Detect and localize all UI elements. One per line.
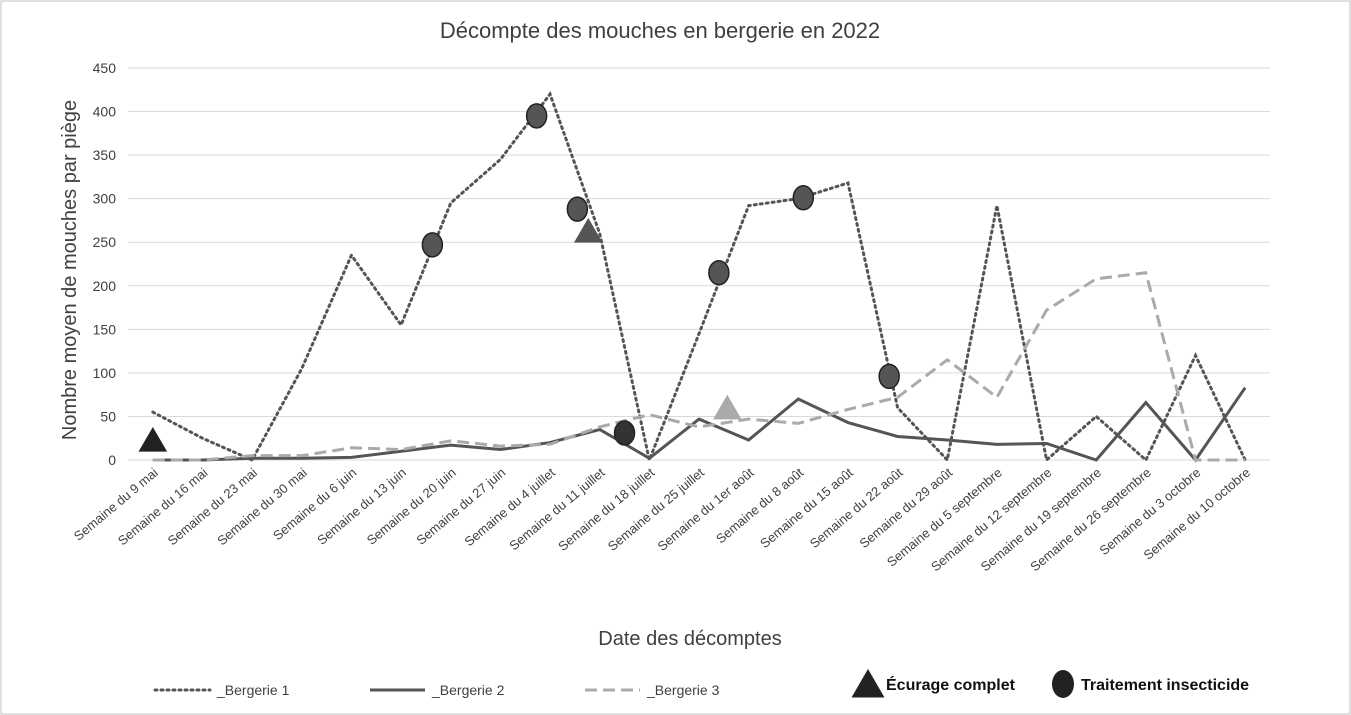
circle-marker (613, 420, 636, 446)
series-line (151, 91, 1247, 466)
y-tick-label: 250 (93, 234, 117, 250)
chart-title: Décompte des mouches en bergerie en 2022 (440, 18, 880, 43)
circle-marker (708, 259, 730, 286)
circle-marker (566, 196, 589, 222)
y-tick-label: 400 (93, 104, 117, 120)
circle-marker (525, 103, 548, 129)
triangle-marker (573, 217, 603, 243)
triangle-marker (713, 394, 742, 420)
triangle-marker (138, 426, 168, 452)
legend-label: _Bergerie 2 (431, 682, 505, 698)
y-tick-label: 50 (100, 408, 116, 424)
y-tick-label: 450 (93, 60, 117, 76)
y-axis-label: Nombre moyen de mouches par piège (59, 100, 81, 440)
legend-label: _Bergerie 1 (216, 682, 290, 698)
series-line (152, 271, 1246, 462)
x-axis-label: Date des décomptes (598, 628, 781, 650)
circle-marker (421, 232, 444, 258)
y-tick-label: 300 (93, 191, 117, 207)
legend-circle (1052, 670, 1074, 698)
series-line (152, 386, 1247, 463)
circle-marker (792, 185, 815, 211)
y-tick-label: 200 (93, 278, 117, 294)
circle-marker (878, 363, 900, 390)
y-tick-label: 150 (93, 321, 117, 337)
y-tick-label: 0 (108, 452, 116, 468)
legend-label: _Bergerie 3 (646, 682, 720, 698)
y-tick-label: 350 (93, 147, 117, 163)
legend-label: Traitement insecticide (1081, 677, 1249, 694)
legend-label: Écurage complet (886, 675, 1016, 694)
legend-triangle (851, 669, 885, 698)
y-tick-label: 100 (93, 365, 117, 381)
